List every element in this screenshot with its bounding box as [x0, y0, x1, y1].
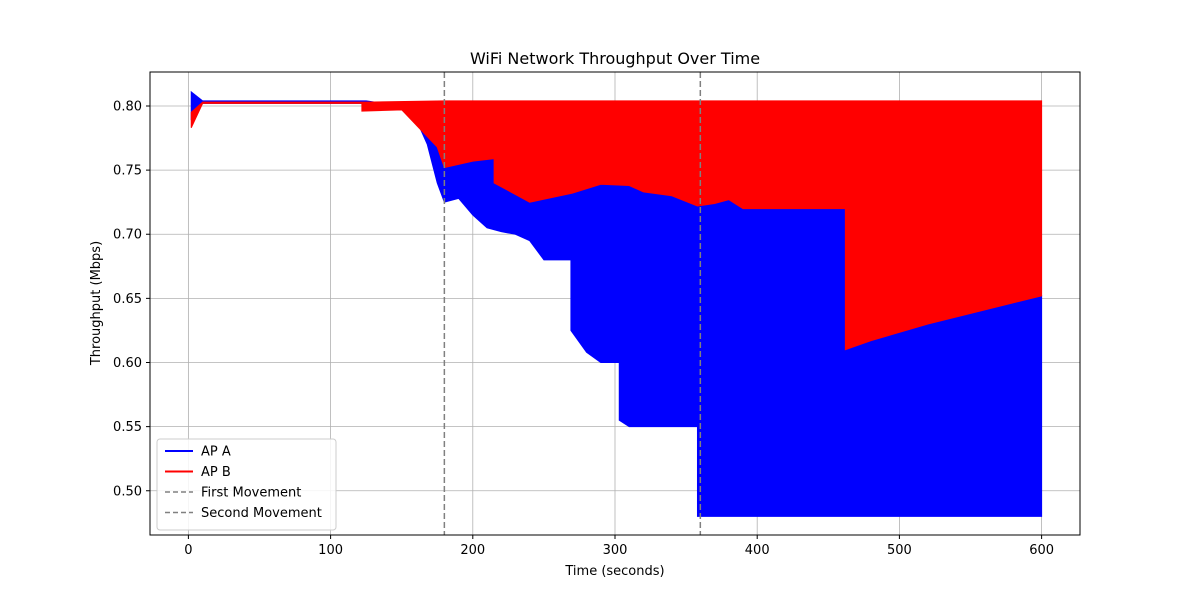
- vline-layer: [443, 72, 702, 535]
- y-tick-label: 0.50: [113, 484, 142, 499]
- y-tick-label: 0.60: [113, 356, 142, 371]
- legend: AP A AP B First Movement Second Movement: [156, 438, 337, 531]
- y-tick-label: 0.75: [113, 164, 142, 179]
- y-tick-label: 0.55: [113, 420, 142, 435]
- x-tick-label: 0: [184, 543, 192, 558]
- series-band-ap-b: [190, 100, 1043, 351]
- legend-label: First Movement: [201, 486, 301, 501]
- x-axis-label: Time (seconds): [564, 564, 664, 579]
- tick-layer: 0 100 200 300 400 500 600 0.50 0.55 0.60 0.65 0.70 0…: [113, 99, 1054, 558]
- x-tick-label: 600: [1029, 543, 1054, 558]
- y-tick-label: 0.80: [113, 99, 142, 114]
- y-axis-label: Throughput (Mbps): [89, 241, 104, 366]
- x-tick-label: 400: [745, 543, 770, 558]
- x-tick-label: 500: [887, 543, 912, 558]
- data-layer: [190, 90, 1043, 517]
- legend-label: AP A: [201, 445, 231, 460]
- x-tick-label: 300: [603, 543, 628, 558]
- chart-title: WiFi Network Throughput Over Time: [470, 49, 760, 68]
- legend-label: Second Movement: [201, 506, 322, 521]
- legend-box: [156, 438, 337, 531]
- x-tick-label: 200: [460, 543, 485, 558]
- y-tick-label: 0.65: [113, 292, 142, 307]
- y-tick-label: 0.70: [113, 228, 142, 243]
- x-tick-label: 100: [318, 543, 343, 558]
- legend-label: AP B: [201, 465, 231, 480]
